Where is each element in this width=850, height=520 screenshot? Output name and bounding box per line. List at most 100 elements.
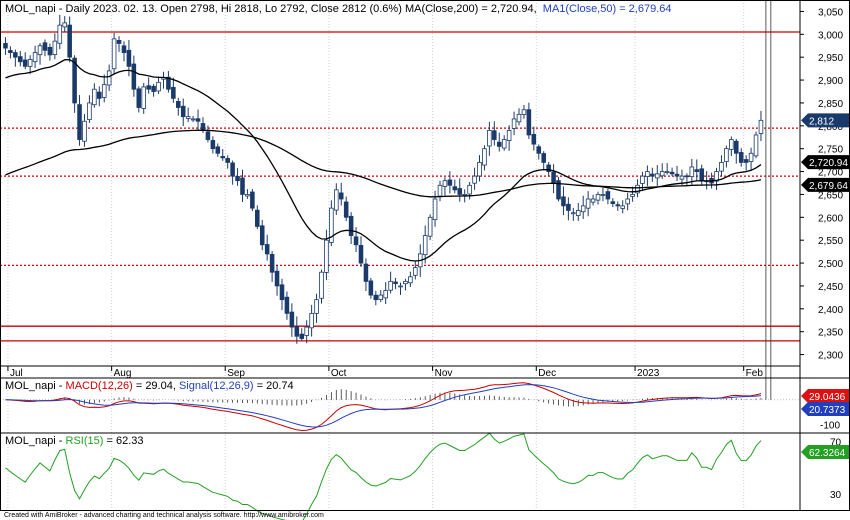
candle-body <box>13 52 18 58</box>
candle-body <box>610 201 616 204</box>
candle-body <box>126 49 132 67</box>
price-y-tick-label: 2,650 <box>818 190 843 201</box>
candle-body <box>640 175 645 184</box>
x-tick-label: Aug <box>114 368 132 379</box>
candle-body <box>442 180 448 187</box>
price-y-tick-label: 2,400 <box>818 305 843 316</box>
signal-series-label: Signal(12,26,9) <box>179 380 254 392</box>
rsi-panel-series <box>5 432 762 520</box>
price-last-value-tag-bg <box>801 113 849 128</box>
rsi-panel-title: MOL_napi - RSI(15) = 62.33 <box>5 435 144 447</box>
candle-body <box>748 152 754 162</box>
candle-body <box>348 215 354 237</box>
candle-body <box>467 184 472 195</box>
price-last-value-tag-bg <box>801 177 849 192</box>
candle-body <box>334 189 339 211</box>
candle-body <box>531 134 537 145</box>
rsi-last-value-tag-bg <box>801 445 849 459</box>
candle-body <box>383 290 388 299</box>
grid-layer <box>7 0 745 511</box>
candle-body <box>674 173 680 177</box>
x-tick-label: Dec <box>538 368 556 379</box>
candle-body <box>141 86 147 109</box>
candle-body <box>551 171 556 184</box>
candle-body <box>422 235 428 256</box>
macd-signal-line <box>5 384 762 428</box>
candle-body <box>72 57 77 104</box>
macd-series-value: = 29.04, <box>133 380 179 392</box>
candle-body <box>22 59 28 67</box>
candle-body <box>116 39 122 44</box>
candle-body <box>758 119 764 134</box>
candle-body <box>176 101 181 108</box>
candle-body <box>225 158 230 163</box>
signal-last-value-tag: 20.7373 <box>809 405 846 416</box>
rsi-line <box>5 432 762 520</box>
x-tick-label: Nov <box>435 368 453 379</box>
price-y-tick-label: 2,300 <box>818 351 843 362</box>
candle-body <box>699 168 704 182</box>
candle-body <box>314 299 319 314</box>
candle-body <box>294 326 300 337</box>
ma200-title: MA(Close,200) = 2,720.94, <box>405 3 537 15</box>
candle-body <box>635 184 640 194</box>
candle-body <box>215 146 221 154</box>
candle-body <box>659 171 665 177</box>
candle-body <box>92 88 97 106</box>
candle-body <box>319 271 324 299</box>
candlestick-series <box>3 14 764 344</box>
footer-credit: Created with AmiBroker - advanced charti… <box>4 512 324 519</box>
candle-body <box>67 24 72 58</box>
price-last-value-tag: 2,812 <box>809 116 834 127</box>
candle-body <box>180 105 186 118</box>
candle-body <box>457 188 463 195</box>
macd-panel-series <box>0 0 800 432</box>
candle-body <box>156 81 161 92</box>
rsi-series-value: = 62.33 <box>103 435 143 447</box>
price-y-tick-label: 2,350 <box>818 328 843 339</box>
candle-body <box>743 159 749 163</box>
x-tick-label: 2023 <box>637 368 660 379</box>
candle-body <box>413 267 418 276</box>
candle-body <box>284 296 290 314</box>
rsi-last-value-tag: 62.3264 <box>809 448 846 459</box>
signal-last-value-tag-bg <box>801 402 849 416</box>
candle-body <box>501 139 507 149</box>
rsi-title-prefix: MOL_napi - <box>5 435 66 447</box>
candle-body <box>210 140 216 150</box>
candle-body <box>556 180 561 200</box>
candle-body <box>724 148 729 162</box>
candle-body <box>279 284 285 301</box>
candle-body <box>259 225 265 246</box>
macd-last-value-tag-bg <box>801 389 849 403</box>
x-tick-label: Feb <box>746 368 764 379</box>
macd-title-prefix: MOL_napi - <box>5 380 66 392</box>
candle-body <box>363 263 369 282</box>
candle-body <box>595 194 601 201</box>
candle-body <box>541 153 546 163</box>
price-last-value-tag: 2,720.94 <box>809 158 848 169</box>
price-y-tick-label: 2,450 <box>818 282 843 293</box>
candle-body <box>190 118 196 121</box>
price-y-tick-label: 2,700 <box>818 168 843 179</box>
signal-series-value: = 20.74 <box>254 380 294 392</box>
price-y-tick-label: 2,500 <box>818 259 843 270</box>
candle-body <box>245 194 250 197</box>
ma200-line <box>5 129 762 198</box>
candle-body <box>600 194 606 196</box>
candle-body <box>738 152 744 163</box>
candle-body <box>220 156 226 159</box>
rsi-series-label: RSI(15) <box>66 435 104 447</box>
candle-body <box>615 204 621 207</box>
candle-body <box>630 194 635 197</box>
candle-body <box>729 139 734 150</box>
candle-body <box>393 281 398 285</box>
candle-body <box>684 175 690 178</box>
candle-body <box>205 131 211 140</box>
candle-body <box>403 280 408 285</box>
candle-body <box>447 179 453 186</box>
candle-body <box>477 162 482 177</box>
candle-body <box>585 198 591 209</box>
candle-body <box>734 140 739 154</box>
